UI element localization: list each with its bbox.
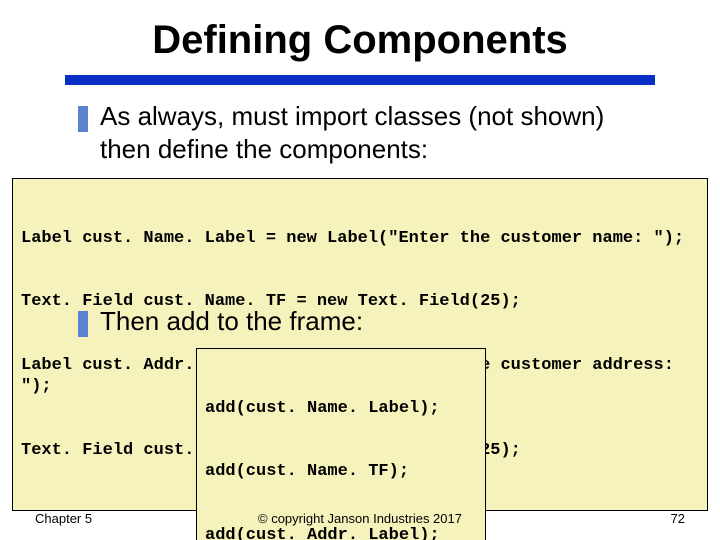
footer-copyright: © copyright Janson Industries 2017 [0,511,720,526]
bullet-mark-icon [78,106,88,132]
code-line: add(cust. Name. Label); [205,398,477,419]
slide: Defining Components As always, must impo… [0,0,720,540]
bullet-mark-icon [78,311,88,337]
title-rule [65,75,655,85]
page-number: 72 [671,511,685,526]
code-line: Label cust. Name. Label = new Label("Ent… [21,228,699,249]
bullet-1: As always, must import classes (not show… [78,100,660,165]
bullet-2: Then add to the frame: [78,305,660,338]
bullet-2-text: Then add to the frame: [100,305,363,338]
code-line: add(cust. Addr. Label); [205,525,477,540]
code-line: add(cust. Name. TF); [205,461,477,482]
bullet-1-text: As always, must import classes (not show… [100,100,660,165]
slide-title: Defining Components [0,18,720,63]
